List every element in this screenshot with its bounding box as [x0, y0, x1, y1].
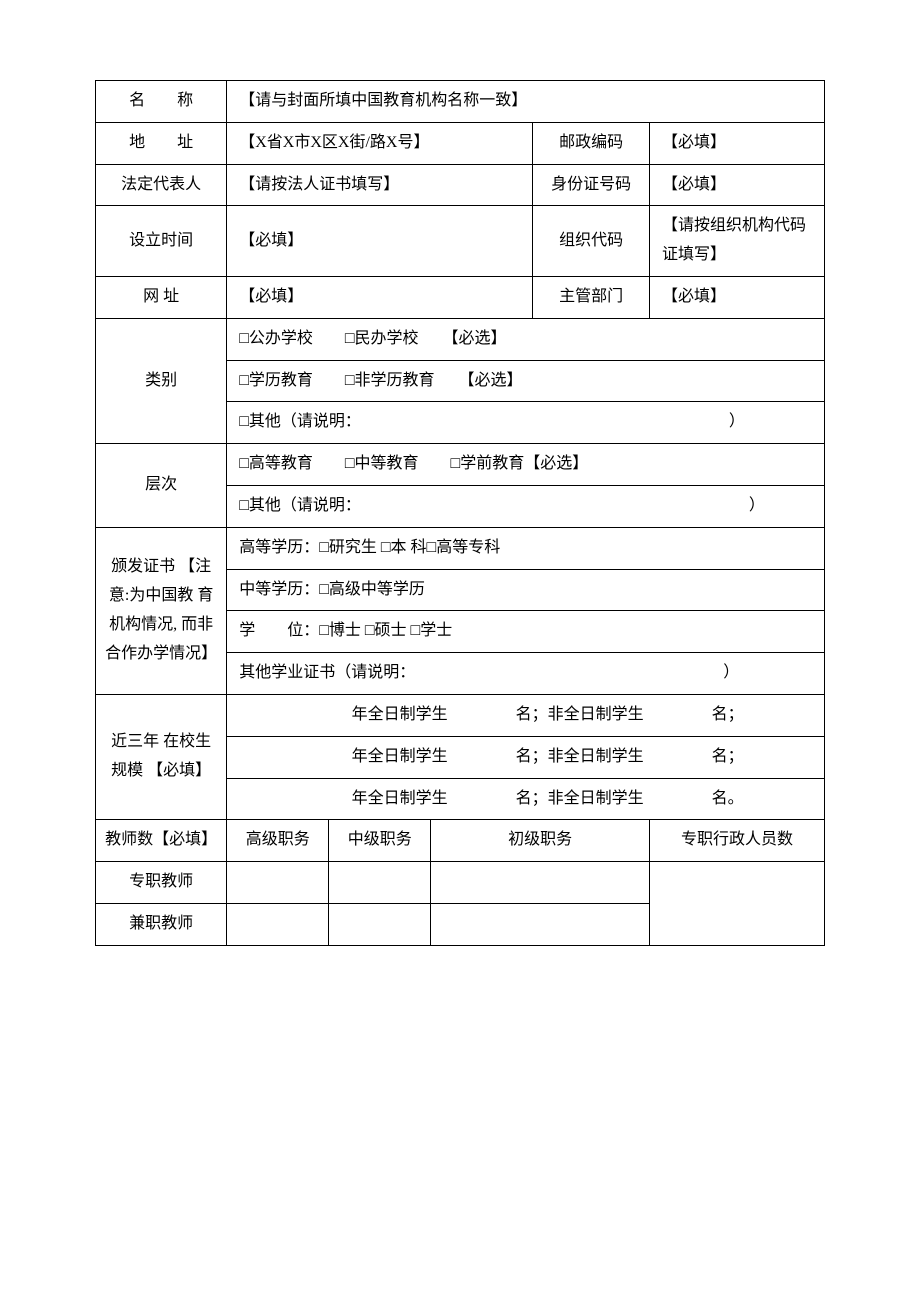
label-org-code: 组织代码: [533, 206, 650, 277]
label-part-time-teacher: 兼职教师: [96, 903, 227, 945]
label-category: 类别: [96, 318, 227, 443]
form-table: 名 称 【请与封面所填中国教育机构名称一致】 地 址 【X省X市X区X街/路X号…: [95, 80, 825, 946]
level-row-1: □高等教育 □中等教育 □学前教育【必选】: [227, 444, 825, 486]
label-name: 名 称: [96, 81, 227, 123]
label-level: 层次: [96, 444, 227, 528]
label-website: 网 址: [96, 276, 227, 318]
category-other-suffix: ）: [729, 413, 745, 430]
label-full-time-teacher: 专职教师: [96, 862, 227, 904]
enrollment-row-2: 年全日制学生 名；非全日制学生 名；: [227, 736, 825, 778]
label-id-number: 身份证号码: [533, 164, 650, 206]
category-other-prefix: □其他（请说明：: [239, 413, 361, 430]
cell-admin-count: [649, 862, 824, 946]
cell-ft-mid: [329, 862, 431, 904]
label-postal-code: 邮政编码: [533, 122, 650, 164]
label-supervisor: 主管部门: [533, 276, 650, 318]
value-org-code: 【请按组织机构代码证填写】: [649, 206, 824, 277]
value-website: 【必填】: [227, 276, 533, 318]
label-address: 地 址: [96, 122, 227, 164]
value-establish-time: 【必填】: [227, 206, 533, 277]
category-row-1: □公办学校 □民办学校 【必选】: [227, 318, 825, 360]
value-legal-rep: 【请按法人证书填写】: [227, 164, 533, 206]
cell-pt-junior: [431, 903, 650, 945]
label-enrollment: 近三年 在校生规模 【必填】: [96, 694, 227, 819]
cell-pt-senior: [227, 903, 329, 945]
label-teacher-count: 教师数【必填】: [96, 820, 227, 862]
certificate-row-4: 其他学业证书（请说明： ）: [227, 653, 825, 695]
category-row-3: □其他（请说明： ）: [227, 402, 825, 444]
certificate-row-2: 中等学历：□高级中等学历: [227, 569, 825, 611]
value-address: 【X省X市X区X街/路X号】: [227, 122, 533, 164]
label-junior-title: 初级职务: [431, 820, 650, 862]
value-name: 【请与封面所填中国教育机构名称一致】: [227, 81, 825, 123]
value-postal-code: 【必填】: [649, 122, 824, 164]
cell-ft-junior: [431, 862, 650, 904]
label-admin-count: 专职行政人员数: [649, 820, 824, 862]
label-legal-rep: 法定代表人: [96, 164, 227, 206]
value-id-number: 【必填】: [649, 164, 824, 206]
cell-pt-mid: [329, 903, 431, 945]
label-senior-title: 高级职务: [227, 820, 329, 862]
enrollment-row-3: 年全日制学生 名；非全日制学生 名。: [227, 778, 825, 820]
certificate-row-1: 高等学历：□研究生 □本 科□高等专科: [227, 527, 825, 569]
label-certificate: 颁发证书 【注意:为中国教 育机构情况, 而非 合作办学情况】: [96, 527, 227, 694]
level-row-2: □其他（请说明： ）: [227, 485, 825, 527]
label-establish-time: 设立时间: [96, 206, 227, 277]
label-mid-title: 中级职务: [329, 820, 431, 862]
certificate-other-suffix: ）: [723, 664, 739, 681]
cell-ft-senior: [227, 862, 329, 904]
level-other-prefix: □其他（请说明：: [239, 497, 361, 514]
level-other-suffix: ）: [749, 497, 765, 514]
certificate-other-prefix: 其他学业证书（请说明：: [239, 664, 415, 681]
certificate-row-3: 学 位：□博士 □硕士 □学士: [227, 611, 825, 653]
category-row-2: □学历教育 □非学历教育 【必选】: [227, 360, 825, 402]
value-supervisor: 【必填】: [649, 276, 824, 318]
enrollment-row-1: 年全日制学生 名；非全日制学生 名；: [227, 694, 825, 736]
